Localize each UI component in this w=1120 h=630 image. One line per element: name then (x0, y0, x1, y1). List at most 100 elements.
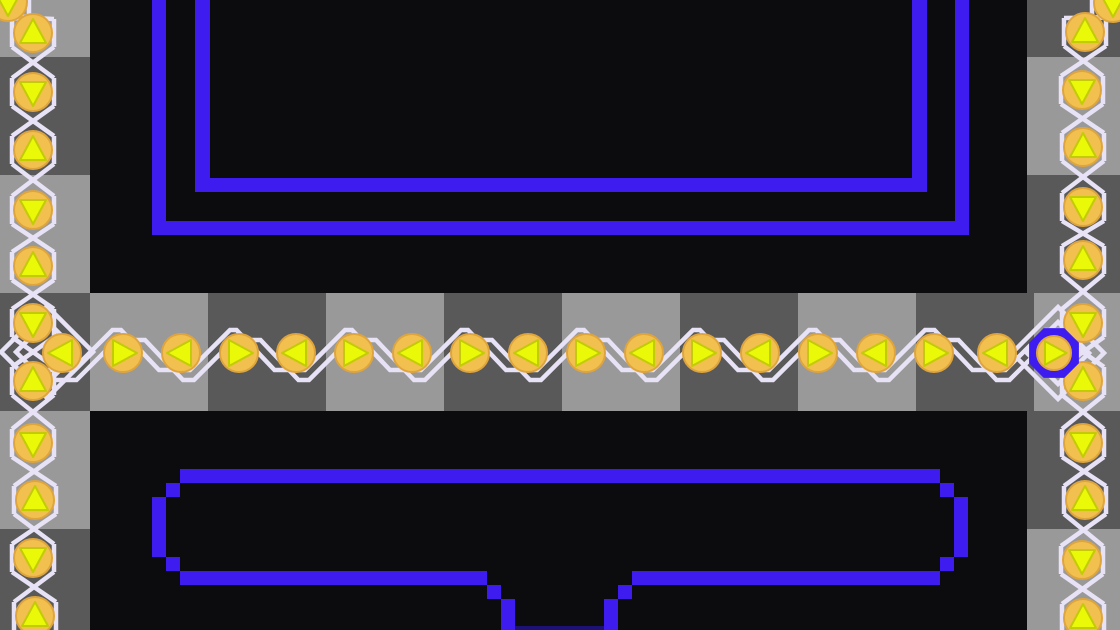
wall-segment (487, 585, 501, 599)
coin[interactable] (13, 361, 53, 401)
wire-diamond (1008, 303, 1108, 403)
wire (10, 222, 56, 254)
wall-segment (954, 497, 968, 557)
coin-triangle-up (1071, 17, 1099, 43)
wall-segment (912, 0, 927, 192)
coin-triangle-left (397, 339, 423, 367)
wall-segment (955, 0, 969, 235)
coin[interactable] (450, 333, 490, 373)
coin[interactable] (856, 333, 896, 373)
coin[interactable] (1065, 12, 1105, 52)
coin[interactable] (0, 0, 28, 22)
coin-triangle-down (1069, 432, 1097, 458)
coin-triangle-down (19, 547, 47, 573)
wire (1060, 272, 1106, 311)
coin[interactable] (13, 72, 53, 112)
wall-segment (152, 0, 166, 235)
coin-triangle-down (0, 0, 18, 17)
wire (10, 104, 56, 138)
coin-triangle-right (807, 339, 833, 367)
coin-triangle-up (1071, 485, 1099, 511)
coin-triangle-left (281, 339, 307, 367)
coin[interactable] (15, 480, 55, 520)
coin[interactable] (103, 333, 143, 373)
coin[interactable] (914, 333, 954, 373)
coin[interactable] (13, 190, 53, 230)
coin[interactable] (1063, 240, 1103, 280)
coin[interactable] (42, 333, 82, 373)
coin[interactable] (508, 333, 548, 373)
coin[interactable] (1063, 127, 1103, 167)
wall-segment (180, 571, 487, 585)
coin[interactable] (1063, 303, 1103, 343)
wire (1062, 455, 1106, 488)
coin-triangle-up (1069, 132, 1097, 158)
coin-triangle-right (1044, 340, 1068, 366)
coin[interactable] (219, 333, 259, 373)
wire (10, 512, 58, 546)
wire (1060, 102, 1105, 135)
wall-segment (152, 221, 969, 235)
coin[interactable] (13, 246, 53, 286)
wire (1060, 219, 1106, 248)
coin[interactable] (276, 333, 316, 373)
coin-triangle-down (19, 199, 47, 225)
coin-triangle-right (459, 339, 485, 367)
coin-triangle-up (19, 251, 47, 277)
coin-triangle-left (513, 339, 539, 367)
wire (1059, 44, 1108, 78)
coin[interactable] (1063, 361, 1103, 401)
wall-segment (180, 469, 940, 483)
coin-triangle-down (1068, 549, 1096, 575)
coin-triangle-right (228, 339, 254, 367)
coin-triangle-up (21, 485, 49, 511)
wire (12, 570, 56, 604)
coin-triangle-left (166, 339, 192, 367)
coin[interactable] (1063, 598, 1103, 630)
coin-triangle-down (19, 81, 47, 107)
wire (1060, 572, 1105, 606)
wall-segment (515, 626, 604, 630)
coin-triangle-left (745, 339, 771, 367)
coin-triangle-left (629, 339, 655, 367)
wall-segment (501, 599, 515, 630)
coin[interactable] (13, 538, 53, 578)
coin[interactable] (1036, 335, 1072, 371)
coin[interactable] (740, 333, 780, 373)
coin-triangle-right (691, 339, 717, 367)
coin[interactable] (682, 333, 722, 373)
coin[interactable] (13, 13, 53, 53)
coin-triangle-up (19, 366, 47, 392)
coin[interactable] (13, 423, 53, 463)
coin[interactable] (1062, 70, 1102, 110)
coin[interactable] (392, 333, 432, 373)
coin[interactable] (798, 333, 838, 373)
coin-triangle-down (19, 432, 47, 458)
coin[interactable] (1063, 423, 1103, 463)
wire (10, 278, 56, 311)
coin-triangle-right (343, 339, 369, 367)
coin[interactable] (1062, 540, 1102, 580)
coin-triangle-down (1068, 79, 1096, 105)
wire (1059, 512, 1108, 548)
coin[interactable] (15, 596, 55, 630)
coin[interactable] (13, 130, 53, 170)
wall-segment (166, 557, 180, 571)
coin[interactable] (161, 333, 201, 373)
coin[interactable] (977, 333, 1017, 373)
coin[interactable] (566, 333, 606, 373)
coin-triangle-up (1069, 366, 1097, 392)
coin[interactable] (334, 333, 374, 373)
wall-segment (940, 483, 954, 497)
wire (10, 45, 56, 80)
wall-segment (195, 0, 210, 192)
coin[interactable] (13, 303, 53, 343)
coin-triangle-right (575, 339, 601, 367)
coin[interactable] (1063, 187, 1103, 227)
coin[interactable] (1065, 480, 1105, 520)
wall-segment (940, 557, 954, 571)
coin[interactable] (624, 333, 664, 373)
coin-triangle-down (19, 312, 47, 338)
